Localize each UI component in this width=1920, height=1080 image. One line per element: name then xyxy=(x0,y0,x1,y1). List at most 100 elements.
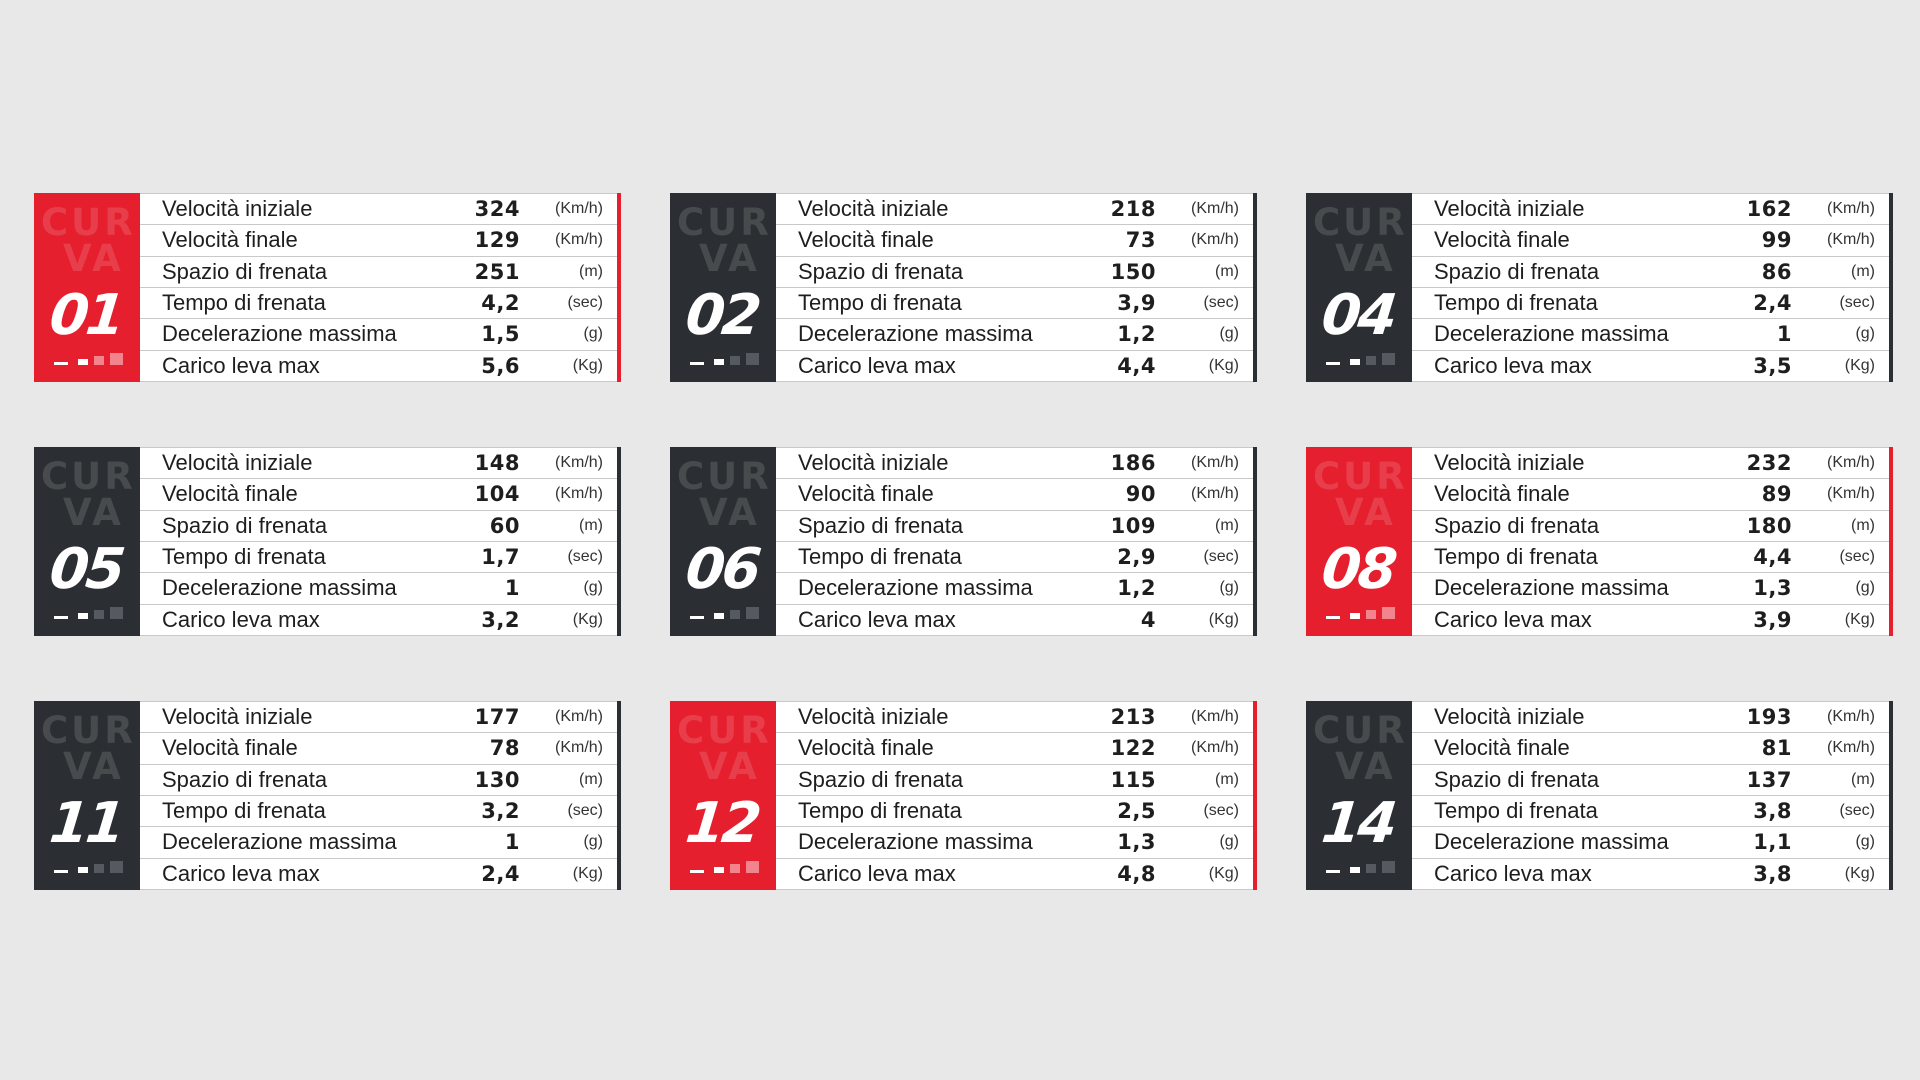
stat-row: Carico leva max 3,2 (Kg) xyxy=(140,605,617,636)
stats-table: Velocità iniziale 218 (Km/h) Velocità fi… xyxy=(776,193,1253,382)
card-end-bar xyxy=(617,193,621,382)
curva-watermark: CUR VA xyxy=(41,204,137,280)
stat-row: Carico leva max 4,4 (Kg) xyxy=(776,351,1253,382)
stat-value: 3,8 xyxy=(1753,861,1792,886)
stat-row: Tempo di frenata 3,8 (sec) xyxy=(1412,796,1889,828)
stat-unit: (Km/h) xyxy=(1827,454,1875,472)
stat-value: 150 xyxy=(1110,259,1156,284)
stat-unit: (m) xyxy=(1851,770,1875,788)
curve-number: 05 xyxy=(46,537,126,602)
curve-card: CUR VA 14 Velocità iniziale 193 (Km/h) V… xyxy=(1306,701,1893,890)
stat-unit: (m) xyxy=(1851,262,1875,280)
stat-row: Spazio di frenata 115 (m) xyxy=(776,765,1253,796)
stat-value: 2,5 xyxy=(1117,799,1156,824)
stat-row: Velocità iniziale 186 (Km/h) xyxy=(776,448,1253,480)
stat-label: Velocità finale xyxy=(162,735,298,761)
curve-number: 12 xyxy=(682,791,762,856)
stat-unit: (g) xyxy=(1219,833,1239,851)
stat-label: Tempo di frenata xyxy=(162,544,326,570)
curva-watermark: CUR VA xyxy=(1313,458,1409,531)
stat-row: Carico leva max 3,5 (Kg) xyxy=(1412,351,1889,382)
stat-row: Spazio di frenata 60 (m) xyxy=(140,511,617,542)
stat-row: Tempo di frenata 3,2 (sec) xyxy=(140,796,617,828)
stat-value: 4,4 xyxy=(1753,545,1792,570)
stat-row: Velocità finale 81 (Km/h) xyxy=(1412,733,1889,765)
stat-unit: (Km/h) xyxy=(1827,485,1875,503)
stat-value: 81 xyxy=(1761,736,1792,761)
stat-label: Decelerazione massima xyxy=(798,321,1033,347)
card-end-bar xyxy=(1253,701,1257,890)
stat-label: Decelerazione massima xyxy=(162,321,397,347)
stat-row: Carico leva max 5,6 (Kg) xyxy=(140,351,617,382)
stat-value: 122 xyxy=(1110,736,1156,761)
stat-unit: (sec) xyxy=(1203,802,1239,820)
stat-unit: (sec) xyxy=(1839,294,1875,312)
card-end-bar xyxy=(1253,447,1257,636)
stat-label: Velocità iniziale xyxy=(798,704,949,730)
stat-row: Tempo di frenata 2,5 (sec) xyxy=(776,796,1253,828)
stat-label: Tempo di frenata xyxy=(798,290,962,316)
stat-value: 186 xyxy=(1110,451,1156,476)
curva-line-2: VA xyxy=(1335,237,1396,280)
stat-value: 1,3 xyxy=(1753,576,1792,601)
curva-watermark: CUR VA xyxy=(1313,712,1409,785)
stat-row: Velocità finale 104 (Km/h) xyxy=(140,479,617,511)
stat-value: 4,8 xyxy=(1117,861,1156,886)
stat-label: Velocità iniziale xyxy=(1434,704,1585,730)
stat-label: Spazio di frenata xyxy=(1434,512,1600,538)
stat-value: 115 xyxy=(1110,767,1156,792)
signal-bars-icon xyxy=(1326,603,1396,619)
curva-watermark: CUR VA xyxy=(1313,204,1409,280)
stats-table: Velocità iniziale 177 (Km/h) Velocità fi… xyxy=(140,701,617,890)
stat-value: 90 xyxy=(1125,482,1156,507)
stat-value: 180 xyxy=(1746,513,1792,538)
curve-badge: CUR VA 06 xyxy=(670,447,776,636)
stat-unit: (m) xyxy=(1215,262,1239,280)
stat-label: Tempo di frenata xyxy=(162,290,326,316)
stat-label: Velocità iniziale xyxy=(798,450,949,476)
stat-value: 137 xyxy=(1746,767,1792,792)
curve-number: 11 xyxy=(46,791,126,856)
stat-label: Carico leva max xyxy=(1434,860,1592,886)
stat-row: Decelerazione massima 1,3 (g) xyxy=(776,827,1253,859)
stat-row: Velocità finale 129 (Km/h) xyxy=(140,225,617,257)
stat-value: 3,9 xyxy=(1117,291,1156,316)
stat-row: Carico leva max 4 (Kg) xyxy=(776,605,1253,636)
signal-bars-icon xyxy=(54,349,124,365)
stat-label: Decelerazione massima xyxy=(1434,575,1669,601)
stat-unit: (Kg) xyxy=(1844,864,1875,882)
stat-row: Carico leva max 3,9 (Kg) xyxy=(1412,605,1889,636)
stat-unit: (Km/h) xyxy=(1827,231,1875,249)
stat-unit: (Km/h) xyxy=(555,708,603,726)
stat-unit: (g) xyxy=(1219,325,1239,343)
stat-unit: (g) xyxy=(583,579,603,597)
stat-value: 104 xyxy=(474,482,520,507)
stat-value: 218 xyxy=(1110,197,1156,222)
stat-label: Carico leva max xyxy=(162,352,320,378)
stat-row: Velocità finale 122 (Km/h) xyxy=(776,733,1253,765)
card-end-bar xyxy=(617,701,621,890)
signal-bars-icon xyxy=(690,603,760,619)
curve-grid: CUR VA 01 Velocità iniziale 324 (Km/h) V… xyxy=(34,193,1893,890)
stat-label: Carico leva max xyxy=(798,606,956,632)
curve-badge: CUR VA 04 xyxy=(1306,193,1412,382)
curva-line-1: CUR xyxy=(41,455,136,498)
stat-row: Tempo di frenata 2,4 (sec) xyxy=(1412,288,1889,320)
stat-value: 3,2 xyxy=(481,607,520,632)
stat-row: Spazio di frenata 130 (m) xyxy=(140,765,617,796)
stat-unit: (Km/h) xyxy=(555,454,603,472)
curva-line-1: CUR xyxy=(1313,709,1408,752)
stat-label: Velocità finale xyxy=(162,227,298,253)
stat-unit: (Km/h) xyxy=(1191,454,1239,472)
stat-value: 162 xyxy=(1746,197,1792,222)
stat-unit: (m) xyxy=(1215,516,1239,534)
stat-unit: (Km/h) xyxy=(1827,739,1875,757)
stat-value: 2,4 xyxy=(1753,291,1792,316)
stat-unit: (g) xyxy=(1855,325,1875,343)
stat-value: 1,7 xyxy=(481,545,520,570)
stat-value: 232 xyxy=(1746,451,1792,476)
signal-bars-icon xyxy=(54,857,124,873)
curva-line-2: VA xyxy=(63,237,124,280)
stat-value: 4,2 xyxy=(481,291,520,316)
stat-value: 148 xyxy=(474,451,520,476)
